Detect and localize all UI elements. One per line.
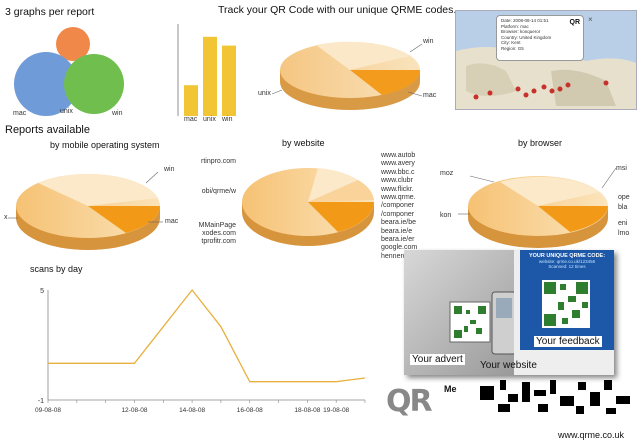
promo-panel: Your advert YOUR UNIQUE QRME CODE: websi… xyxy=(404,250,614,375)
venn-circle-top xyxy=(56,27,90,61)
feedback-box-line1: website: qrme.co.uk/123456 xyxy=(538,259,596,264)
pie-os-slice-win xyxy=(38,173,158,206)
venn-label-unix: unix xyxy=(60,108,73,115)
popup-line-region: Region: G5 xyxy=(501,45,524,51)
website-label-r7: /componer xyxy=(381,210,415,218)
line-chart-xtick-label-4: 18-08-08 xyxy=(294,407,320,414)
section-title-3-graphs: 3 graphs per report xyxy=(5,6,95,18)
line-chart-title: scans by day xyxy=(30,264,83,274)
venn-label-win: win xyxy=(112,110,123,117)
feedback-box-title: YOUR UNIQUE QRME CODE: xyxy=(528,253,606,259)
website-label: Your website xyxy=(480,360,537,371)
website-label-r5: www.qrme. xyxy=(381,194,416,202)
website-label-r1: www.avery xyxy=(381,160,415,168)
pie-os-label-mac: mac xyxy=(165,218,179,225)
pie-browser-label-msi: msi xyxy=(616,165,627,172)
pie-chart-os: win x mac xyxy=(4,160,188,260)
report-website-title: by website xyxy=(282,138,325,148)
mini-bar-win xyxy=(222,45,236,116)
pie-browser-label-bla: bla xyxy=(618,204,628,211)
pie-chart-top: win unix mac xyxy=(258,30,445,125)
popup-line-country: Country: United Kingdom xyxy=(501,34,552,40)
qr-pattern-graphic xyxy=(480,380,630,414)
popup-line-city: City: Kent xyxy=(501,40,521,46)
pie-chart-website xyxy=(238,160,378,255)
website-label-l1: obi/qrme/w xyxy=(201,188,236,195)
pie-top-label-mac: mac xyxy=(423,92,437,99)
website-label-r11: google.com xyxy=(381,244,418,252)
pie-browser-label-eni: eni xyxy=(618,220,628,227)
report-os-title: by mobile operating system xyxy=(50,140,160,150)
line-chart-ytick-label-0: 5 xyxy=(40,288,44,295)
venn-circle-left xyxy=(14,52,78,116)
venn-circle-right xyxy=(64,54,124,114)
line-chart-xtick-label-5: 19-08-08 xyxy=(323,407,349,414)
logo-qr-text: QR xyxy=(386,384,433,419)
website-label-r0: www.autob xyxy=(381,152,416,159)
pie-top-label-win: win xyxy=(423,38,434,45)
popup-line-platform: Platform: mac xyxy=(501,23,529,29)
website-label-r12: hennerdum xyxy=(381,252,417,260)
website-label-r6: /componer xyxy=(381,202,415,210)
mini-bar-unix xyxy=(203,36,217,116)
line-chart-xtick-label-1: 12-08-08 xyxy=(121,407,147,414)
popup-line-browser: Browser: konqueror xyxy=(501,29,541,35)
website-label-r9: beara.ie/e xyxy=(381,227,413,235)
mini-bar-label-unix: unix xyxy=(203,116,216,123)
line-chart-xtick-label-2: 14-08-08 xyxy=(179,407,205,414)
pie-browser-label-kon: kon xyxy=(440,212,452,219)
website-label-r3: www.clubr xyxy=(381,177,413,185)
pie-browser-label-lmo: lmo xyxy=(618,230,630,237)
feedback-box-line2: Scanned: 12 times xyxy=(548,264,586,269)
mini-bar-label-win: win xyxy=(222,116,233,123)
popup-qr-logo: QR xyxy=(569,19,581,26)
line-chart-xtick-label-3: 16-08-08 xyxy=(237,407,263,414)
mini-bar-chart: mac unix win xyxy=(176,24,256,124)
pie-browser-label-ope: ope xyxy=(618,194,630,201)
website-right-labels: www.autob www.avery www.bbc.c www.clubr … xyxy=(381,152,429,261)
qrme-logo-strip: QR Me www.qrme.co.uk xyxy=(378,376,640,440)
site-url[interactable]: www.qrme.co.uk xyxy=(558,430,625,440)
website-label-l4: tprofitr.com xyxy=(201,238,236,245)
mini-bar-mac xyxy=(184,85,198,116)
map-panel[interactable]: Date: 2008-08-14 01:51 Platform: mac Bro… xyxy=(455,10,637,110)
website-label-r4: www.flickr. xyxy=(381,185,414,193)
line-chart-ytick-label-1: -1 xyxy=(38,398,44,405)
website-label-l3: xodes.com xyxy=(202,230,236,237)
venn-label-mac: mac xyxy=(13,110,27,117)
venn-diagram: mac unix win xyxy=(8,24,138,124)
pie-top-slice-win xyxy=(316,41,410,70)
pie-top-slice-mac xyxy=(350,70,421,95)
pie-top-label-unix: unix xyxy=(258,90,271,97)
website-label-l2: MMainPage xyxy=(198,222,236,229)
website-label-r10: beara.ie/er xyxy=(381,236,415,244)
website-label-r8: beara.ie/be xyxy=(381,219,417,227)
map-info-popup: Date: 2008-08-14 01:51 Platform: mac Bro… xyxy=(496,15,584,61)
pie-os-label-win: win xyxy=(164,166,175,173)
feedback-qr-code xyxy=(542,280,590,328)
mini-bar-label-mac: mac xyxy=(184,116,198,123)
popup-line-date: Date: 2008-08-14 01:51 xyxy=(501,18,549,23)
line-chart-xtick-label-0: 09-08-08 xyxy=(35,407,61,414)
reports-title: Reports available xyxy=(5,124,90,136)
report-browser-title: by browser xyxy=(518,138,563,148)
line-chart: 5 -1 09-08-08 12-08-08 14-08-08 16-08-08 18-08… xyxy=(30,280,375,420)
headline: Track your QR Code with our unique QRME … xyxy=(218,4,457,16)
logo-me-text: Me xyxy=(444,384,457,394)
line-chart-series xyxy=(48,288,366,383)
pie-chart-browser: moz msi kon ope bla eni lmo xyxy=(440,162,630,262)
feedback-box: YOUR UNIQUE QRME CODE: website: qrme.co.… xyxy=(520,250,614,350)
pie-os-label-x: x xyxy=(4,214,8,221)
advert-label: Your advert xyxy=(410,354,465,365)
pie-browser-label-moz: moz xyxy=(440,170,454,177)
feedback-label: Your feedback xyxy=(534,336,602,347)
website-label-l0: rtinpro.com xyxy=(200,158,236,165)
website-label-r2: www.bbc.c xyxy=(381,168,415,176)
pie-os-slice-mac xyxy=(88,206,160,233)
popup-close-icon[interactable]: × xyxy=(588,15,593,24)
